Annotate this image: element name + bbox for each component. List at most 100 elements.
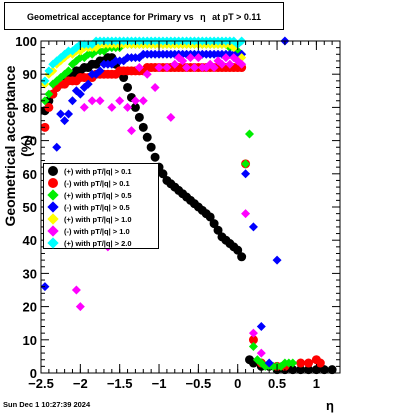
data-point xyxy=(107,102,117,112)
legend-marker xyxy=(47,237,59,249)
y-tick-label: 60 xyxy=(23,167,37,182)
title-text-part2: at pT > 0.11 xyxy=(212,12,261,22)
data-point xyxy=(115,96,125,106)
y-tick-label: 20 xyxy=(23,300,37,315)
data-point xyxy=(296,358,306,368)
data-point xyxy=(241,169,251,179)
y-tick-label: 0 xyxy=(30,366,37,381)
x-tick-label: −0.5 xyxy=(186,376,212,391)
data-point xyxy=(146,142,156,152)
data-point xyxy=(71,285,81,295)
y-tick-label: 80 xyxy=(23,100,37,115)
y-tick-label: 90 xyxy=(23,67,37,82)
legend-marker xyxy=(47,201,59,213)
data-point xyxy=(217,59,227,69)
data-point xyxy=(237,59,247,69)
y-tick-label: 40 xyxy=(23,233,37,248)
data-point xyxy=(189,63,199,73)
data-point xyxy=(201,63,211,73)
data-point xyxy=(64,66,74,76)
title-text-part1: Geometrical acceptance for Primary vs xyxy=(27,12,194,22)
data-point xyxy=(142,69,152,79)
legend-marker xyxy=(47,213,59,225)
data-point xyxy=(237,252,247,262)
legend-entry: (+) with pT/|q| > 2.0 xyxy=(44,237,158,249)
y-tick-label: 100 xyxy=(15,34,37,49)
y-tick-label: 70 xyxy=(23,134,37,149)
legend-marker xyxy=(47,225,59,237)
data-point xyxy=(304,358,314,368)
legend-entry: (+) with pT/|q| > 0.1 xyxy=(44,165,158,177)
y-tick-label: 50 xyxy=(23,200,37,215)
x-tick-label: 0.5 xyxy=(268,376,286,391)
data-point xyxy=(193,53,203,63)
x-tick-label: 0 xyxy=(234,376,241,391)
data-point xyxy=(256,348,266,358)
legend-label: (+) with pT/|q| > 0.1 xyxy=(64,166,132,176)
data-point xyxy=(64,109,74,119)
data-point xyxy=(178,56,188,66)
title-eta: η xyxy=(200,12,206,22)
legend-entry: (-) with pT/|q| > 0.5 xyxy=(44,201,158,213)
data-point xyxy=(170,59,180,69)
data-point xyxy=(75,302,85,312)
data-point xyxy=(87,96,97,106)
data-point xyxy=(209,63,219,73)
x-tick-label: 1 xyxy=(313,376,320,391)
data-point xyxy=(138,96,148,106)
data-point xyxy=(233,245,243,255)
data-point xyxy=(52,142,62,152)
y-axis-label: Geometrical acceptance (%) xyxy=(2,65,34,227)
data-point xyxy=(205,212,215,222)
legend-marker xyxy=(47,189,59,201)
x-tick-label: −2.5 xyxy=(28,376,54,391)
data-point xyxy=(248,222,258,232)
data-point xyxy=(166,112,176,122)
data-point xyxy=(134,112,144,122)
legend: (+) with pT/|q| > 0.1 (-) with pT/|q| > 0… xyxy=(43,163,159,249)
legend-label: (+) with pT/|q| > 0.5 xyxy=(64,190,132,200)
legend-entry: (+) with pT/|q| > 1.0 xyxy=(44,213,158,225)
data-point xyxy=(256,322,266,332)
data-point xyxy=(186,53,195,63)
data-point xyxy=(83,79,93,89)
data-point xyxy=(264,358,274,368)
data-point xyxy=(123,82,133,92)
legend-marker xyxy=(48,178,58,188)
data-point xyxy=(213,225,223,235)
legend-label: (+) with pT/|q| > 2.0 xyxy=(64,238,132,248)
data-point xyxy=(56,109,66,119)
legend-label: (-) with pT/|q| > 0.1 xyxy=(64,178,130,188)
data-point xyxy=(130,96,140,106)
data-point xyxy=(154,63,164,73)
data-point xyxy=(248,341,258,351)
data-point xyxy=(60,116,70,126)
data-point xyxy=(248,328,258,338)
data-point xyxy=(209,219,219,229)
data-point xyxy=(150,152,160,162)
legend-marker xyxy=(48,166,58,176)
x-tick-label: −2 xyxy=(73,376,88,391)
y-tick-label: 30 xyxy=(23,266,37,281)
x-axis-label: η xyxy=(326,398,334,413)
data-point xyxy=(162,63,172,73)
data-point xyxy=(95,96,105,106)
y-tick-label: 10 xyxy=(23,333,37,348)
data-point xyxy=(241,159,251,169)
data-point xyxy=(126,126,136,136)
data-point xyxy=(123,102,133,112)
data-point xyxy=(95,66,105,76)
legend-entry: (-) with pT/|q| > 0.1 xyxy=(44,177,158,189)
data-point xyxy=(241,209,251,219)
data-point xyxy=(182,63,192,73)
legend-entry: (-) with pT/|q| > 1.0 xyxy=(44,225,158,237)
data-point xyxy=(44,89,54,99)
legend-entry: (+) with pT/|q| > 0.5 xyxy=(44,189,158,201)
data-point xyxy=(288,358,298,368)
legend-label: (-) with pT/|q| > 1.0 xyxy=(64,226,130,236)
legend-label: (-) with pT/|q| > 0.5 xyxy=(64,202,130,212)
data-point xyxy=(221,53,231,63)
data-point xyxy=(225,59,235,69)
data-point xyxy=(134,63,144,73)
